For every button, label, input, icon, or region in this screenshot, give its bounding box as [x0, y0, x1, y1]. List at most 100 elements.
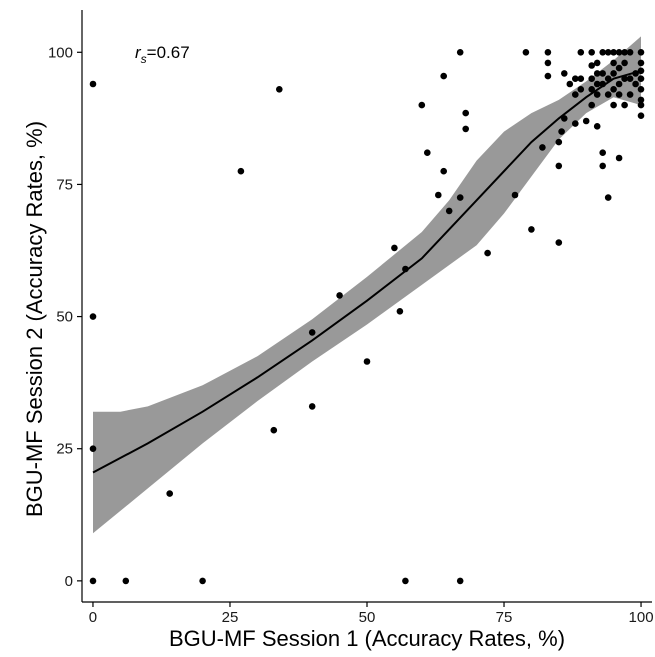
- data-point: [637, 67, 645, 75]
- data-point: [621, 59, 628, 67]
- data-point: [626, 91, 634, 98]
- data-point: [621, 49, 628, 56]
- x-tick-label: 100: [629, 609, 654, 626]
- data-point: [89, 80, 97, 88]
- data-point: [440, 72, 448, 80]
- data-point: [577, 86, 585, 93]
- data-point: [89, 577, 97, 585]
- data-point: [577, 75, 585, 82]
- data-point: [593, 80, 601, 88]
- data-point: [610, 70, 617, 77]
- data-point: [566, 80, 574, 88]
- data-point: [462, 125, 470, 133]
- data-point: [308, 329, 316, 336]
- data-point: [626, 75, 634, 82]
- data-point: [555, 162, 563, 170]
- data-point: [122, 577, 130, 585]
- data-point: [599, 149, 606, 156]
- data-point: [599, 49, 606, 56]
- data-point: [544, 49, 552, 56]
- x-tick-label: 25: [222, 609, 239, 626]
- data-point: [462, 109, 470, 117]
- data-point: [435, 191, 442, 199]
- data-point: [544, 72, 552, 80]
- data-point: [558, 128, 565, 135]
- data-point: [539, 144, 546, 151]
- data-point: [528, 226, 535, 233]
- confidence-band-layer: [93, 36, 641, 534]
- data-points-layer: [89, 49, 645, 585]
- data-point: [555, 138, 563, 146]
- data-point: [336, 292, 343, 299]
- data-point: [615, 64, 623, 72]
- data-point: [604, 49, 612, 56]
- y-tick-label: 0: [65, 573, 73, 590]
- data-point: [572, 91, 579, 98]
- correlation-symbol: r: [135, 43, 142, 62]
- fit-line-layer: [92, 69, 642, 474]
- data-point: [604, 75, 612, 82]
- y-tick-label: 75: [56, 176, 73, 193]
- data-point: [391, 244, 398, 252]
- y-tick-label: 25: [56, 441, 73, 458]
- data-point: [615, 80, 623, 88]
- data-point: [424, 149, 431, 156]
- x-tick-label: 0: [89, 609, 97, 626]
- data-point: [270, 426, 278, 434]
- y-tick-label: 100: [48, 44, 73, 61]
- data-point: [582, 117, 590, 125]
- data-point: [604, 91, 612, 98]
- data-point: [593, 59, 601, 67]
- data-point: [588, 101, 595, 109]
- data-point: [637, 101, 645, 109]
- data-point: [402, 265, 409, 273]
- data-point: [615, 91, 623, 98]
- data-point: [440, 167, 448, 175]
- data-point: [599, 162, 606, 170]
- fit-line: [92, 69, 642, 474]
- data-point: [561, 70, 568, 77]
- data-point: [89, 313, 97, 320]
- data-point: [511, 191, 519, 199]
- data-point: [588, 86, 595, 93]
- x-tick-label: 75: [496, 609, 513, 626]
- data-point: [588, 75, 595, 82]
- x-tick-label: 50: [359, 609, 376, 626]
- data-point: [522, 49, 530, 56]
- data-point: [484, 249, 491, 257]
- data-point: [402, 577, 409, 585]
- data-point: [637, 96, 645, 104]
- data-point: [593, 123, 601, 130]
- ticks-layer: 0 25 50 75 100 0 25 50 75 100: [48, 44, 654, 626]
- x-axis-title: BGU-MF Session 1 (Accuracy Rates, %): [169, 626, 565, 651]
- data-point: [610, 59, 617, 67]
- data-point: [572, 120, 579, 127]
- data-point: [621, 101, 628, 109]
- data-point: [626, 49, 634, 56]
- data-point: [637, 112, 645, 119]
- data-point: [89, 445, 97, 453]
- data-point: [544, 59, 552, 67]
- y-tick-label: 50: [56, 309, 73, 326]
- data-point: [637, 75, 645, 82]
- data-point: [199, 577, 206, 585]
- y-axis-title: BGU-MF Session 2 (Accuracy Rates, %): [22, 121, 47, 517]
- data-point: [308, 403, 316, 410]
- data-point: [572, 75, 579, 82]
- data-point: [621, 75, 628, 82]
- data-point: [637, 86, 645, 93]
- data-point: [588, 62, 595, 69]
- data-point: [577, 49, 585, 56]
- data-point: [632, 70, 639, 77]
- confidence-band: [93, 36, 641, 534]
- data-point: [456, 49, 464, 56]
- data-point: [593, 70, 601, 77]
- correlation-subscript: s: [141, 52, 147, 66]
- data-point: [456, 577, 464, 585]
- data-point: [445, 207, 453, 215]
- data-point: [632, 80, 639, 88]
- data-point: [615, 49, 623, 56]
- data-point: [604, 194, 612, 201]
- correlation-value: =0.67: [147, 43, 190, 62]
